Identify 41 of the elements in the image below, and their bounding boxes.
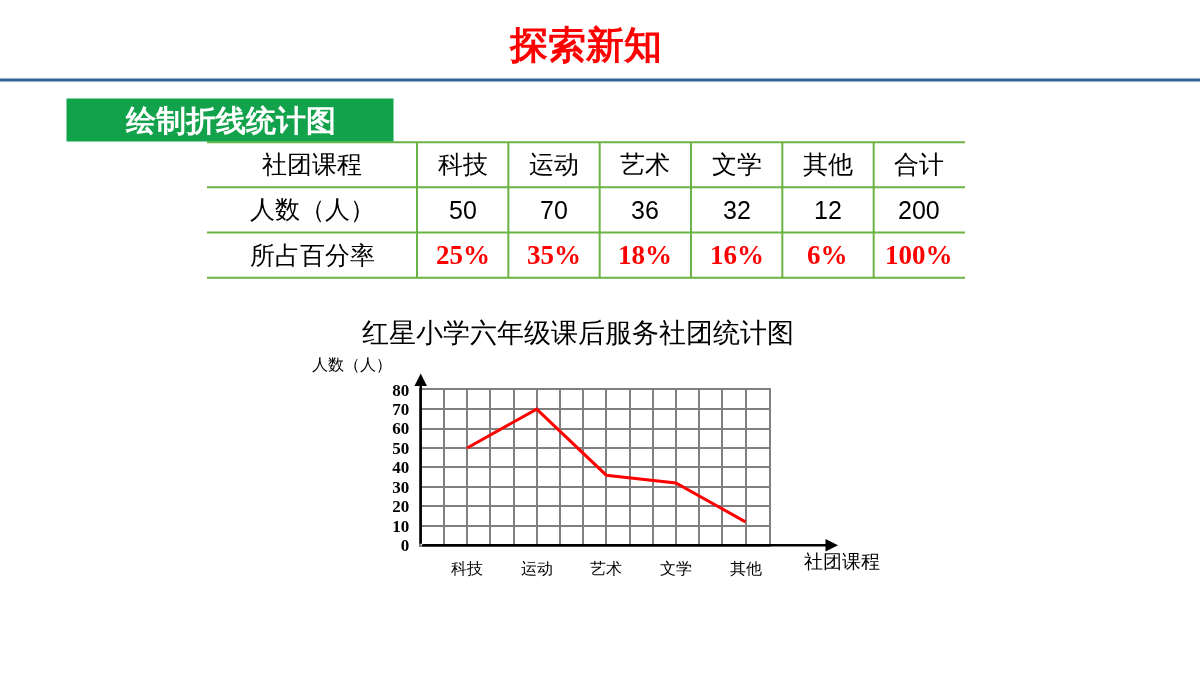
category-label: 艺术 bbox=[620, 151, 670, 178]
data-label: 16% bbox=[710, 240, 764, 270]
data-label: 6% bbox=[807, 240, 848, 270]
y-tick-label: 80 bbox=[392, 380, 410, 400]
data-label: 200 bbox=[898, 196, 940, 224]
category-label: 科技 bbox=[438, 151, 488, 178]
data-label: 18% bbox=[618, 240, 672, 270]
x-tick-label: 其他 bbox=[729, 560, 762, 578]
category-label: 文学 bbox=[712, 151, 762, 178]
y-tick-label: 40 bbox=[392, 458, 410, 478]
category-label: 其他 bbox=[803, 151, 853, 178]
y-tick-label: 60 bbox=[392, 419, 410, 439]
text: 人数（人） bbox=[250, 196, 375, 223]
y-tick-label: 50 bbox=[392, 438, 410, 458]
y-tick-label: 0 bbox=[400, 536, 410, 556]
data-label: 32 bbox=[723, 196, 751, 224]
y-tick-label: 70 bbox=[392, 400, 410, 420]
data-label: 100% bbox=[885, 240, 953, 270]
text: 探索新知 bbox=[509, 24, 662, 66]
x-tick-label: 科技 bbox=[451, 560, 484, 578]
data-label: 25% bbox=[436, 240, 490, 270]
text: 绘制折线统计图 bbox=[124, 103, 336, 137]
chart-title: 红星小学六年级课后服务社团统计图 bbox=[362, 318, 794, 348]
y-tick-label: 10 bbox=[392, 516, 410, 536]
x-tick-label: 艺术 bbox=[590, 560, 623, 578]
x-axis-title: 社团课程 bbox=[804, 551, 880, 572]
data-label: 36 bbox=[631, 196, 659, 224]
x-tick-label: 运动 bbox=[520, 560, 553, 578]
data-label: 35% bbox=[527, 240, 581, 270]
line-series bbox=[465, 407, 747, 524]
data-label: 50 bbox=[449, 196, 477, 224]
text: 所占百分率 bbox=[250, 242, 375, 269]
category-label: 运动 bbox=[529, 151, 579, 178]
data-label: 70 bbox=[540, 196, 568, 224]
category-label: 合计 bbox=[894, 151, 944, 178]
y-tick-label: 30 bbox=[392, 477, 410, 497]
x-tick-label: 文学 bbox=[659, 560, 692, 578]
text: 社团课程 bbox=[262, 151, 362, 178]
data-label: 12 bbox=[814, 196, 842, 224]
y-tick-label: 20 bbox=[392, 497, 410, 517]
y-axis-title: 人数（人） bbox=[312, 356, 392, 373]
